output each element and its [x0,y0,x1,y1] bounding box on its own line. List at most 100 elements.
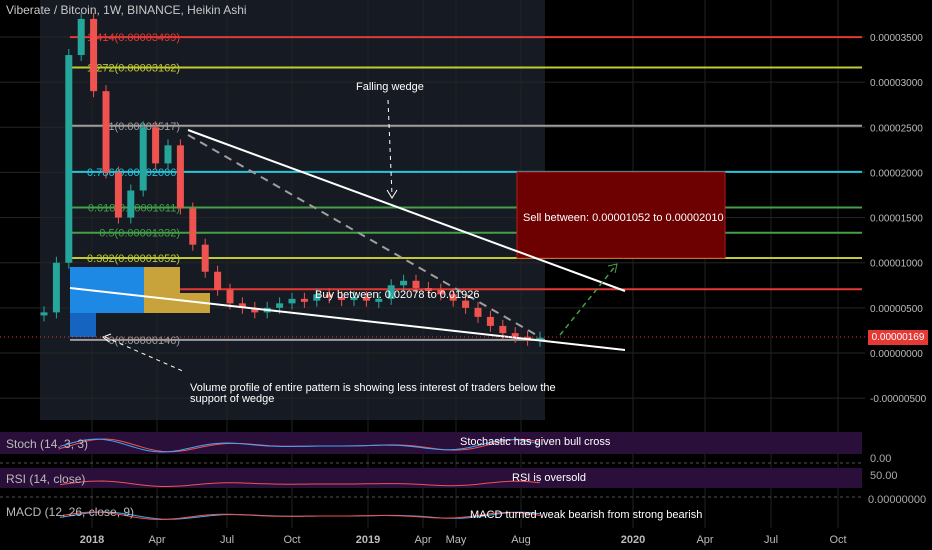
rsi-title[interactable]: RSI (14, close) [6,472,86,486]
x-tick-label: Oct [829,534,846,546]
x-tick-label: Aug [511,534,531,546]
candle-body [152,127,160,164]
candle-body [102,91,110,173]
arrow-head-icon [102,333,112,343]
y-tick-label: 0.00002500 [870,123,923,134]
candle-body [449,294,457,301]
candle-body [338,297,346,301]
y-tick-label: 0.00001000 [870,259,923,270]
candle-body [300,298,308,302]
fib-level-label: 0.786(0.00002006) [87,167,180,179]
x-tick-label: Jul [220,534,234,546]
y-tick-label: 0.00000500 [870,304,923,315]
volume-profile-bar [144,267,180,293]
x-tick-label: 2018 [80,534,104,546]
candle-body [288,298,296,304]
candle-body [52,262,60,313]
breakout-arrow [559,263,618,336]
current-price-tag: 0.00000169 [868,330,928,345]
candle-body [462,300,470,308]
candle-body [189,208,197,245]
fib-level-label: 1(0.00002517) [108,121,180,133]
indicator-line [59,480,541,487]
candle-body [412,280,420,288]
volume-note-line2: support of wedge [190,393,275,405]
candle-body [90,18,98,92]
candle-body [511,333,519,337]
candle-body [400,280,408,286]
sell-zone-box[interactable] [516,171,726,259]
indicator-line [59,438,541,453]
y-tick-label: 0.00000000 [870,349,923,360]
x-tick-label: Apr [148,534,165,546]
macd-title[interactable]: MACD (12, 26, close, 9) [6,505,135,519]
rsi-scale: 50.00 [870,470,898,482]
candle-body [276,303,284,308]
stoch-panel-bg [0,432,862,454]
candle-body [313,294,321,301]
stoch-title[interactable]: Stoch (14, 3, 3) [6,437,89,451]
candle-body [226,289,234,304]
candle-body [325,294,333,298]
candle-body [77,18,85,56]
candle-body [387,285,395,299]
y-tick-label: 0.00003000 [870,78,923,89]
candle-body [139,127,147,191]
fib-level-label: 0.5(0.00001332) [99,228,180,240]
y-tick-label: 0.00001500 [870,214,923,225]
x-axis: 2018 Apr Jul Oct 2019 Apr May Aug 2020 Apr Jul Oct [80,534,847,546]
x-tick-label: Apr [696,534,713,546]
x-tick-label: May [446,534,467,546]
candle-body [424,287,432,291]
y-tick-label: 0.00003500 [870,33,923,44]
candle-body [350,297,358,301]
fib-level-label: 1.272(0.00003162) [87,63,180,75]
macd-note: MACD turned weak bearish from strong bea… [470,509,703,521]
candle-body [238,303,246,308]
macd-scale: 0.00000000 [868,494,927,506]
sell-zone-label: Sell between: 0.00001052 to 0.00002010 [523,212,724,224]
wedge-lower-line[interactable] [69,287,626,351]
wedge-upper-line[interactable] [187,129,626,292]
volume-profile-bar [70,293,144,313]
fib-level-label: 1.414(0.00003499) [87,32,180,44]
stoch-note: Stochastic has given bull cross [460,436,611,448]
candle-body [127,190,135,218]
indicator-lines [59,438,541,521]
arrow-head-icon [607,263,618,274]
candle-body [437,289,445,295]
wedge-mid-dashed [187,134,541,338]
volume-note-line1: Volume profile of entire pattern is show… [190,382,556,394]
fib-level-label: 0(0.00000146) [108,335,180,347]
candle-body [176,145,184,209]
stoch-scale: 0.00 [870,453,892,465]
candle-body [114,172,122,218]
rsi-note: RSI is oversold [512,472,586,484]
falling-wedge-label: Falling wedge [356,81,424,93]
candle-body [251,307,259,313]
indicator-line [59,511,541,521]
y-axis: 0.00003500 0.00003000 0.00002500 0.00002000… [870,33,927,405]
candle-body [214,271,222,290]
chart-title: Viberate / Bitcoin, 1W, BINANCE, Heikin … [6,3,247,17]
x-tick-label: 2019 [356,534,380,546]
fib-level-label: 0.382(0.00001052) [87,253,180,265]
x-tick-label: 2020 [621,534,645,546]
candle-body [499,325,507,334]
x-tick-label: Jul [764,534,778,546]
candle-body [362,297,370,301]
buy-zone-label: Buy between: 0.02078 to 0.01926 [315,289,480,301]
candle-body [486,316,494,326]
x-tick-label: Oct [283,534,300,546]
candle-body [164,145,172,164]
candle-body [201,244,209,272]
candles [40,12,544,347]
y-tick-label: -0.00000500 [870,394,927,405]
volume-profile-bar [70,313,96,337]
candle-body [40,312,48,316]
x-tick-label: Apr [414,534,431,546]
arrow-head-icon [386,189,398,199]
candle-body [474,307,482,317]
volume-note-arrow [104,336,186,373]
